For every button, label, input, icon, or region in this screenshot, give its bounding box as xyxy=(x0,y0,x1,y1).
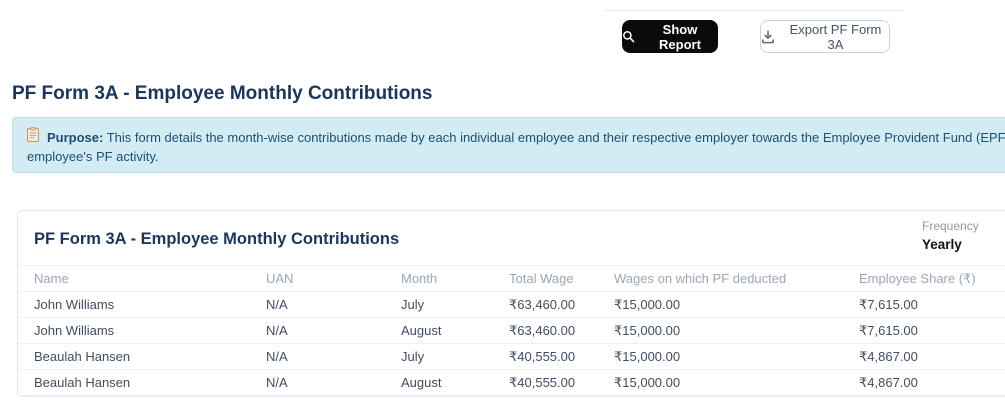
table-cell: ₹15,000.00 xyxy=(598,317,843,344)
table-cell: Beaulah Hansen xyxy=(18,369,250,396)
table-cell: ₹15,000.00 xyxy=(598,291,843,318)
table-cell: N/A xyxy=(250,291,385,318)
frequency-value: Yearly xyxy=(922,237,962,252)
table-cell: August xyxy=(385,369,493,396)
table-cell: N/A xyxy=(250,317,385,344)
purpose-text-line2: employee's PF activity. xyxy=(27,149,159,164)
table-cell: ₹40,555.00 xyxy=(493,369,598,396)
export-pf-form-3a-button[interactable]: Export PF Form 3A xyxy=(760,20,890,53)
table-cell: John Williams xyxy=(18,291,250,318)
contributions-table: Name UAN Month Total Wage Wages on which PF … xyxy=(18,265,1005,396)
table-header-row: Name UAN Month Total Wage Wages on which PF … xyxy=(18,265,1005,292)
table-head: Name UAN Month Total Wage Wages on which PF … xyxy=(18,265,1005,292)
table-cell: ₹63,460.00 xyxy=(493,317,598,344)
table-cell: N/A xyxy=(250,369,385,396)
report-card-title: PF Form 3A - Employee Monthly Contributi… xyxy=(34,230,400,248)
column-header: Name xyxy=(18,265,250,292)
purpose-text-line1: Purpose: This form details the month-wis… xyxy=(47,129,1005,145)
column-header: Month xyxy=(385,265,493,292)
column-header: Wages on which PF deducted xyxy=(598,265,843,292)
table-cell: ₹15,000.00 xyxy=(598,343,843,370)
frequency-block: Frequency Yearly xyxy=(922,219,979,252)
table-cell: N/A xyxy=(250,343,385,370)
page-title: PF Form 3A - Employee Monthly Contributi… xyxy=(12,83,433,104)
table-cell: August xyxy=(385,317,493,344)
column-header: UAN xyxy=(250,265,385,292)
table-cell: Beaulah Hansen xyxy=(18,343,250,370)
table-cell: ₹4,867.00 xyxy=(843,369,1005,396)
export-label: Export PF Form 3A xyxy=(789,21,882,52)
show-report-label: Show Report xyxy=(659,21,701,52)
table-cell: July xyxy=(385,291,493,318)
table-cell: July xyxy=(385,343,493,370)
table-cell: ₹4,867.00 xyxy=(843,343,1005,370)
search-icon xyxy=(622,30,635,43)
table-cell: ₹7,615.00 xyxy=(843,317,1005,344)
report-card-header: PF Form 3A - Employee Monthly Contributi… xyxy=(18,211,1005,265)
table-cell: ₹7,615.00 xyxy=(843,291,1005,318)
table-cell: ₹63,460.00 xyxy=(493,291,598,318)
table-row: John Williams N/A July ₹63,460.00 ₹15,000.00… xyxy=(18,291,1005,318)
table-cell: ₹40,555.00 xyxy=(493,343,598,370)
panel-bottom-divider xyxy=(605,10,905,11)
report-card: PF Form 3A - Employee Monthly Contributi… xyxy=(17,210,1005,397)
table-body: John Williams N/A July ₹63,460.00 ₹15,000.00… xyxy=(18,291,1005,396)
table-row: Beaulah Hansen N/A July ₹40,555.00 ₹15,000.0… xyxy=(18,343,1005,370)
frequency-label: Frequency xyxy=(922,219,979,233)
table-cell: ₹15,000.00 xyxy=(598,369,843,396)
show-report-button[interactable]: Show Report xyxy=(622,20,718,53)
purpose-label: Purpose: xyxy=(47,129,104,145)
table-row: Beaulah Hansen N/A August ₹40,555.00 ₹15,000… xyxy=(18,369,1005,396)
column-header: Employee Share (₹) xyxy=(843,265,1005,292)
table-row: John Williams N/A August ₹63,460.00 ₹15,000.… xyxy=(18,317,1005,344)
clipboard-icon xyxy=(27,127,39,147)
purpose-banner: Purpose: This form details the month-wis… xyxy=(12,117,1005,173)
table-cell: John Williams xyxy=(18,317,250,344)
column-header: Total Wage xyxy=(493,265,598,292)
download-icon xyxy=(761,30,775,44)
